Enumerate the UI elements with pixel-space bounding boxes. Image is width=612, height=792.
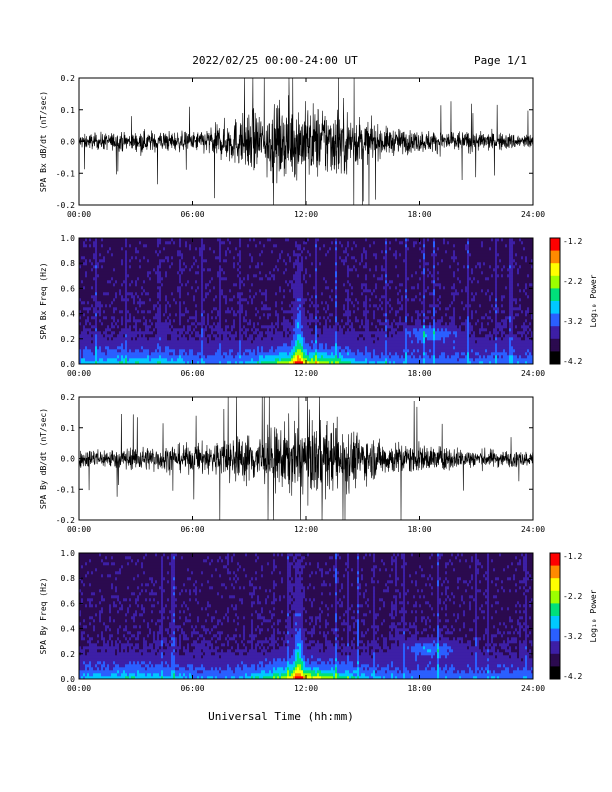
spectrogram-cells [79,553,534,680]
spectrogram-cells [79,238,534,365]
y-axis-label: SPA Bx Freq (Hz) [39,262,48,339]
y-tick-label: 0.2 [61,650,76,659]
colorbar-tick-label: -3.2 [563,317,582,326]
colorbar-tick-label: -3.2 [563,632,582,641]
x-tick-label: 06:00 [180,210,204,219]
colorbar-label: Log₁₀ Power [589,274,598,327]
x-tick-label: 00:00 [67,684,91,693]
x-tick-label: 12:00 [294,525,318,534]
x-tick-label: 00:00 [67,210,91,219]
colorbar: -1.2 -2.2 -3.2 -4.2 Log₁₀ Power [549,237,598,366]
y-tick-label: 0.1 [61,424,76,433]
figure-title: 2022/02/25 00:00-24:00 UT [192,54,358,67]
y-tick-label: 0.6 [61,284,76,293]
y-tick-label: 1.0 [61,234,76,243]
y-tick-label: 0.0 [61,455,76,464]
y-tick-label: 0.8 [61,259,76,268]
y-tick-label: 0.4 [61,625,76,634]
colorbar-frame [549,237,561,365]
y-tick-label: 0.8 [61,574,76,583]
y-axis-label: SPA By Freq (Hz) [39,577,48,654]
y-tick-label: 0.0 [61,360,76,369]
data-trace [78,77,534,206]
data-trace [78,396,534,521]
colorbar-frame [549,552,561,680]
page-number: Page 1/1 [474,54,527,67]
y-tick-label: 0.2 [61,335,76,344]
x-tick-label: 06:00 [180,684,204,693]
x-tick-label: 12:00 [294,210,318,219]
by-spectrogram-panel: -1.2 -2.2 -3.2 -4.2 Log₁₀ Power 00:00 06:00 12:… [39,549,598,693]
y-tick-label: 0.2 [61,393,76,402]
colorbar-tick-label: -2.2 [563,277,582,286]
y-tick-label: -0.1 [56,485,75,494]
x-tick-label: 18:00 [407,210,431,219]
y-tick-label: 0.6 [61,599,76,608]
bx-line-panel: 00:00 06:00 12:00 18:00 24:00 0.2 0.1 0.0 -0.1 -0… [39,74,545,219]
y-axis-label: SPA Bx dB/dt (nT/sec) [39,91,48,192]
x-tick-label: 00:00 [67,369,91,378]
y-axis-label: SPA By dB/dt (nT/sec) [39,408,48,509]
x-axis-label: Universal Time (hh:mm) [208,710,354,723]
x-tick-label: 06:00 [180,369,204,378]
x-tick-label: 18:00 [407,684,431,693]
y-tick-label: 0.2 [61,74,76,83]
x-tick-label: 00:00 [67,525,91,534]
x-tick-label: 12:00 [294,369,318,378]
colorbar-tick-label: -2.2 [563,592,582,601]
x-tick-label: 12:00 [294,684,318,693]
colorbar-tick-label: -1.2 [563,237,582,246]
x-tick-label: 06:00 [180,525,204,534]
y-tick-label: 0.0 [61,675,76,684]
colorbar-tick-label: -4.2 [563,357,582,366]
x-tick-label: 24:00 [521,210,545,219]
y-tick-label: -0.2 [56,516,75,525]
x-tick-label: 24:00 [521,684,545,693]
colorbar-label: Log₁₀ Power [589,589,598,642]
x-tick-label: 24:00 [521,525,545,534]
y-tick-label: -0.2 [56,201,75,210]
y-tick-label: 1.0 [61,549,76,558]
colorbar: -1.2 -2.2 -3.2 -4.2 Log₁₀ Power [549,552,598,681]
colorbar-tick-label: -4.2 [563,672,582,681]
by-line-panel: 00:00 06:00 12:00 18:00 24:00 0.2 0.1 0.0 -0.1 -0… [39,393,545,534]
x-tick-label: 18:00 [407,525,431,534]
y-tick-label: -0.1 [56,169,75,178]
bx-spectrogram-panel: -1.2 -2.2 -3.2 -4.2 Log₁₀ Power 00:00 06:00 12:… [39,234,598,378]
y-tick-label: 0.1 [61,106,76,115]
x-tick-label: 24:00 [521,369,545,378]
colorbar-tick-label: -1.2 [563,552,582,561]
y-tick-label: 0.0 [61,138,76,147]
y-tick-label: 0.4 [61,310,76,319]
x-tick-label: 18:00 [407,369,431,378]
